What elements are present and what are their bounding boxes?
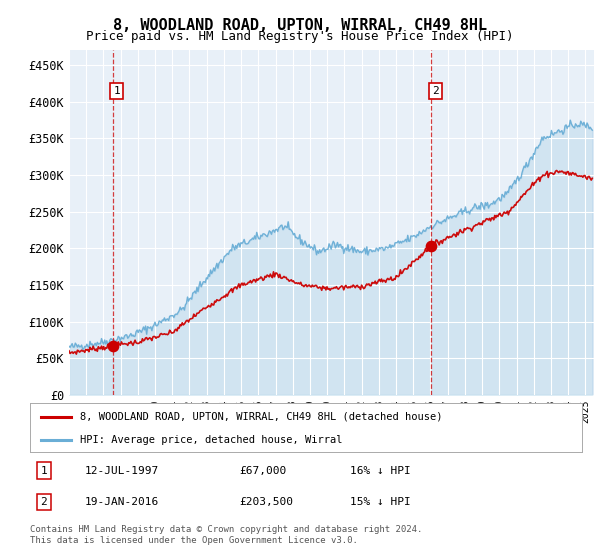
- Text: 1: 1: [40, 466, 47, 476]
- Text: Contains HM Land Registry data © Crown copyright and database right 2024.
This d: Contains HM Land Registry data © Crown c…: [30, 525, 422, 545]
- Point: [108, 341, 118, 350]
- Text: 15% ↓ HPI: 15% ↓ HPI: [350, 497, 411, 507]
- Text: 16% ↓ HPI: 16% ↓ HPI: [350, 466, 411, 476]
- Text: 8, WOODLAND ROAD, UPTON, WIRRAL, CH49 8HL (detached house): 8, WOODLAND ROAD, UPTON, WIRRAL, CH49 8H…: [80, 412, 442, 422]
- Text: 12-JUL-1997: 12-JUL-1997: [85, 466, 160, 476]
- Text: Price paid vs. HM Land Registry's House Price Index (HPI): Price paid vs. HM Land Registry's House …: [86, 30, 514, 43]
- Text: 2: 2: [432, 86, 439, 96]
- Text: HPI: Average price, detached house, Wirral: HPI: Average price, detached house, Wirr…: [80, 435, 342, 445]
- Text: 2: 2: [40, 497, 47, 507]
- Text: 19-JAN-2016: 19-JAN-2016: [85, 497, 160, 507]
- Text: 8, WOODLAND ROAD, UPTON, WIRRAL, CH49 8HL: 8, WOODLAND ROAD, UPTON, WIRRAL, CH49 8H…: [113, 18, 487, 33]
- Text: £67,000: £67,000: [240, 466, 287, 476]
- Text: £203,500: £203,500: [240, 497, 294, 507]
- Text: 1: 1: [113, 86, 120, 96]
- Point: [427, 241, 436, 250]
